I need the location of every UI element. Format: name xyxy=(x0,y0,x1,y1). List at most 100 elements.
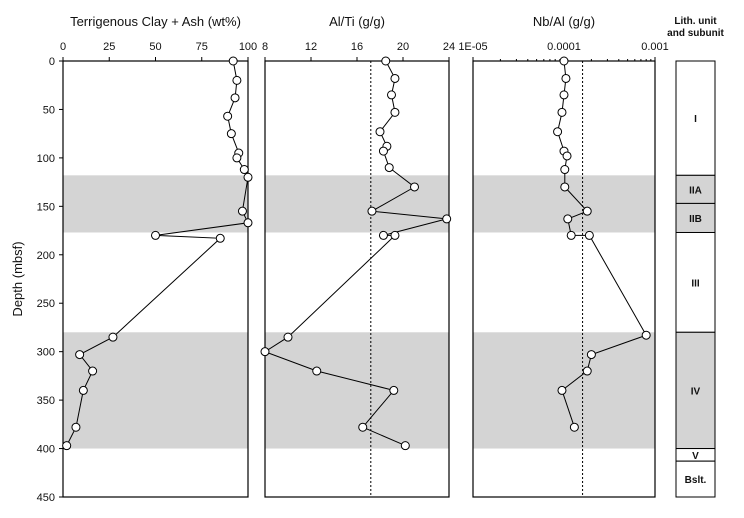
lith-unit xyxy=(675,60,716,176)
ytick-label: 350 xyxy=(37,395,55,407)
data-point xyxy=(228,56,238,66)
lith-header: Lith. unit xyxy=(674,16,717,27)
xtick-label: 75 xyxy=(196,41,208,53)
data-point xyxy=(582,366,592,376)
data-point xyxy=(378,230,388,240)
data-point xyxy=(375,127,385,137)
lith-unit xyxy=(675,202,716,233)
data-point xyxy=(283,332,293,342)
lith-unit xyxy=(675,231,716,333)
y-axis-label: Depth (mbsf) xyxy=(10,241,25,316)
xtick-label: 20 xyxy=(397,41,409,53)
ytick-label: 400 xyxy=(37,444,55,456)
data-point xyxy=(232,75,242,85)
ytick-label: 150 xyxy=(37,201,55,213)
data-point xyxy=(381,56,391,66)
data-point xyxy=(312,366,322,376)
data-point xyxy=(561,73,571,83)
xtick-label: 24 xyxy=(443,41,455,53)
data-point xyxy=(243,172,253,182)
lith-header: and subunit xyxy=(667,28,724,39)
data-point xyxy=(569,422,579,432)
data-point xyxy=(390,107,400,117)
data-point xyxy=(232,153,242,163)
ytick-label: 100 xyxy=(37,153,55,165)
xtick-label: 12 xyxy=(305,41,317,53)
xtick-label: 1E-05 xyxy=(458,41,487,53)
data-point xyxy=(378,146,388,156)
lith-unit-label: III xyxy=(691,278,700,289)
data-point xyxy=(641,330,651,340)
shade-0-panel-1 xyxy=(265,175,449,233)
data-point xyxy=(230,93,240,103)
panels: Terrigenous Clay + Ash (wt%)0 25 50 75 100Al… xyxy=(60,14,669,498)
lith-unit-label: I xyxy=(694,114,697,125)
ytick-label: 250 xyxy=(37,298,55,310)
lith-unit-label: IIA xyxy=(689,185,702,196)
data-point xyxy=(243,218,253,228)
shade-0-panel-0 xyxy=(63,175,248,233)
data-point xyxy=(71,422,81,432)
lith-unit xyxy=(675,460,716,498)
shade-1-panel-0 xyxy=(63,332,248,449)
panel-title: Nb/Al (g/g) xyxy=(533,14,595,29)
panel-0: Terrigenous Clay + Ash (wt%) 0 25 50 75 100 xyxy=(60,14,257,498)
data-point xyxy=(410,182,419,192)
data-point xyxy=(557,385,567,395)
data-point xyxy=(358,422,368,432)
data-point xyxy=(389,385,399,395)
data-point xyxy=(582,206,592,216)
lith-unit-label: Bslt. xyxy=(685,475,707,486)
data-point xyxy=(584,230,594,240)
data-point xyxy=(226,129,236,139)
data-point xyxy=(553,127,563,137)
data-point xyxy=(239,165,249,175)
data-point xyxy=(75,350,85,360)
data-point xyxy=(62,441,72,451)
data-point xyxy=(586,350,596,360)
data-point xyxy=(557,107,567,117)
panel-title: Terrigenous Clay + Ash (wt%) xyxy=(70,14,241,29)
panel-2: Nb/Al (g/g) 1E-05 0.0001 0.001 xyxy=(458,14,669,498)
data-point xyxy=(108,332,118,342)
panel-title: Al/Ti (g/g) xyxy=(329,14,385,29)
data-point xyxy=(88,366,98,376)
xtick-label: 25 xyxy=(103,41,115,53)
data-point xyxy=(390,230,400,240)
data-point xyxy=(215,233,225,243)
ytick-label: 0 xyxy=(49,56,55,68)
ytick-label: 200 xyxy=(37,250,55,262)
xtick-label: 100 xyxy=(239,41,257,53)
data-point xyxy=(78,385,88,395)
data-point xyxy=(560,182,570,192)
ytick-label: 50 xyxy=(43,104,55,116)
xtick-label: 0 xyxy=(60,41,66,53)
data-point xyxy=(237,206,247,216)
data-point xyxy=(442,214,452,224)
data-point xyxy=(387,90,396,100)
data-point xyxy=(384,163,394,173)
data-point xyxy=(367,206,377,216)
data-point xyxy=(560,165,570,175)
panel-1: Al/Ti (g/g) 8 12 16 20 24 xyxy=(260,14,455,498)
xtick-label: 0.001 xyxy=(641,41,669,53)
ytick-label: 450 xyxy=(37,492,55,504)
xtick-label: 8 xyxy=(262,41,268,53)
data-point xyxy=(151,230,160,240)
data-point xyxy=(562,151,572,161)
data-point xyxy=(559,56,569,66)
xtick-label: 16 xyxy=(351,41,363,53)
ytick-label: 300 xyxy=(37,347,55,359)
lith-unit xyxy=(675,331,716,450)
lith-unit-label: IIB xyxy=(689,214,702,225)
data-point xyxy=(260,347,270,357)
data-point xyxy=(400,441,410,451)
data-point xyxy=(223,111,233,121)
data-point xyxy=(566,230,576,240)
depth-axis: 0 50 100 150 200 250 300 350 400 450 Depth (mbsf) xyxy=(10,56,63,504)
lith-unit-label: V xyxy=(692,451,699,462)
lith-unit xyxy=(675,174,716,204)
xtick-label: 0.0001 xyxy=(547,41,581,53)
